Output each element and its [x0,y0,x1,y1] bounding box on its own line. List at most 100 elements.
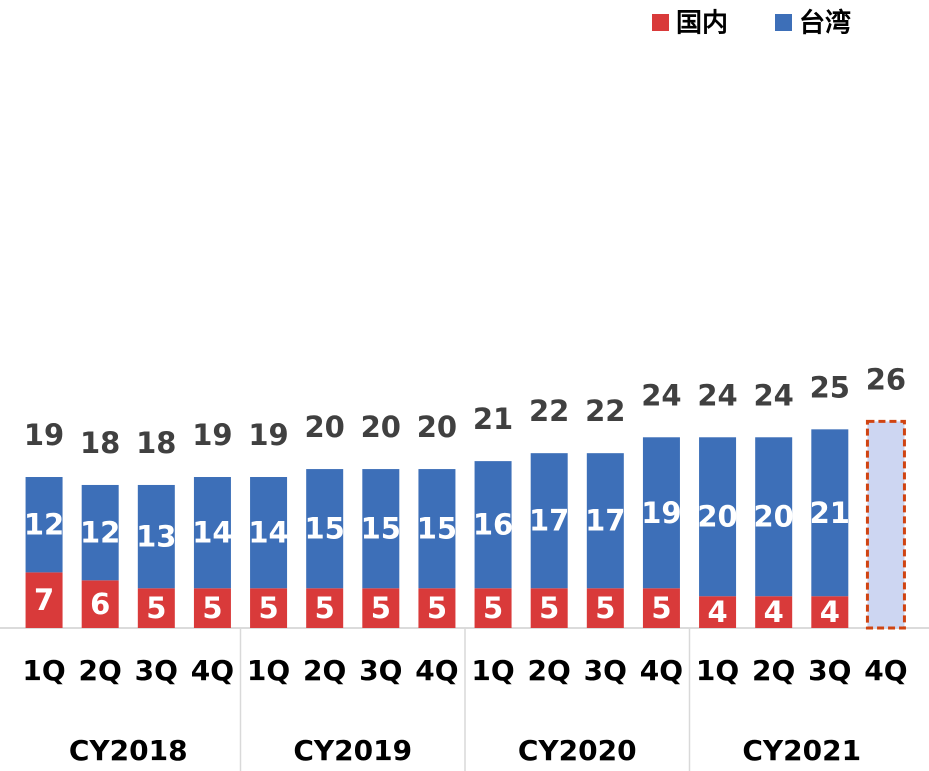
segment-label: 15 [305,512,345,546]
segment-label: 12 [24,508,64,542]
total-label: 20 [417,410,457,444]
x-tick-label: 3Q [584,654,627,687]
x-tick-label: 2Q [303,654,346,687]
segment-label: 16 [473,508,513,542]
segment-label: 5 [315,591,335,625]
segment-label: 5 [483,591,503,625]
segment-label: 5 [371,591,391,625]
bar-segment [25,477,63,573]
segment-label: 5 [427,591,447,625]
total-label: 26 [866,362,906,396]
group-label: CY2018 [69,734,188,767]
segment-label: 20 [697,500,737,534]
bar-segment [193,477,231,589]
bar-segment [362,588,400,628]
bar-segment [530,588,568,628]
bar-segment [137,484,175,589]
bar-segment [530,453,568,589]
x-tick-label: 1Q [247,654,290,687]
bar-segment [755,596,793,628]
bar-segment [755,437,793,597]
bar-segment [250,588,288,628]
group-label: CY2020 [518,734,637,767]
bar-segment [811,596,849,628]
bar-segment [137,588,175,628]
total-label: 24 [754,378,794,412]
segment-label: 5 [651,591,671,625]
segment-label: 13 [136,520,176,554]
segment-label: 5 [146,591,166,625]
segment-label: 21 [810,496,850,530]
legend-label: 台湾 [799,8,851,39]
total-label: 19 [192,418,232,452]
total-label: 18 [136,426,176,460]
forecast-bar [865,419,906,630]
segment-label: 6 [90,587,110,621]
x-tick-label: 4Q [415,654,458,687]
total-label: 22 [585,394,625,428]
total-label: 20 [361,410,401,444]
bar-segment [306,588,344,628]
segment-label: 19 [641,496,681,530]
bar-segment [474,588,512,628]
bar-segment [418,588,456,628]
bar-segment [362,469,400,589]
total-label: 24 [697,378,737,412]
bar-segment [193,588,231,628]
x-tick-label: 4Q [640,654,683,687]
segment-label: 14 [192,516,232,550]
x-tick-label: 3Q [359,654,402,687]
bar-segment [418,469,456,589]
total-label: 21 [473,402,513,436]
total-label: 19 [24,418,64,452]
segment-label: 5 [595,591,615,625]
segment-label: 4 [820,595,840,629]
bar-segment [586,453,624,589]
segment-label: 4 [764,595,784,629]
total-label: 25 [810,370,850,404]
x-tick-label: 1Q [471,654,514,687]
x-tick-label: 3Q [135,654,178,687]
total-label: 24 [641,378,681,412]
bar-segment [81,580,119,628]
segment-label: 17 [585,504,625,538]
x-tick-label: 2Q [752,654,795,687]
bar-segment [81,484,119,581]
segment-label: 17 [529,504,569,538]
segment-label: 20 [754,500,794,534]
total-label: 19 [248,418,288,452]
segment-label: 5 [539,591,559,625]
segment-label: 12 [80,516,120,550]
total-label: 22 [529,394,569,428]
bar-segment [586,588,624,628]
segment-label: 7 [34,583,54,617]
total-label: 18 [80,426,120,460]
segment-label: 5 [258,591,278,625]
legend-swatch [652,14,669,31]
legend-label: 国内 [676,9,728,39]
x-tick-label: 1Q [22,654,65,687]
bar-segment [699,437,737,597]
bar-segment [811,429,849,597]
group-label: CY2021 [742,734,861,767]
bar-segment [474,461,512,589]
bar-segment [699,596,737,628]
segment-label: 4 [707,595,727,629]
x-tick-label: 2Q [528,654,571,687]
segment-label: 15 [361,512,401,546]
x-tick-label: 4Q [191,654,234,687]
bar-segment [642,437,680,589]
bar-segment [25,572,63,628]
segment-label: 15 [417,512,457,546]
segment-label: 14 [248,516,288,550]
x-tick-label: 4Q [864,654,907,687]
total-label: 20 [305,410,345,444]
x-tick-label: 1Q [696,654,739,687]
group-label: CY2019 [293,734,412,767]
x-tick-label: 2Q [79,654,122,687]
x-tick-label: 3Q [808,654,851,687]
bar-segment [642,588,680,628]
bar-segment [306,469,344,589]
legend-swatch [775,14,792,31]
